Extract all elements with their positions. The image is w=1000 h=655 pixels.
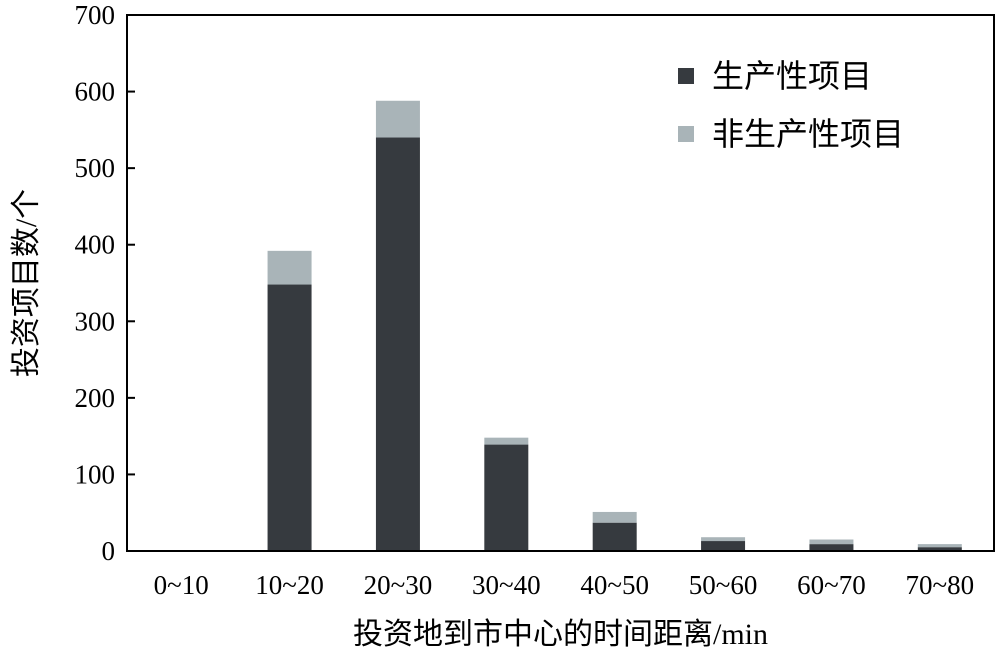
legend-swatch (678, 68, 694, 84)
bar-segment-series-1 (809, 544, 854, 551)
x-tick-label: 20~30 (364, 570, 433, 600)
bar-segment-series-1 (267, 284, 312, 551)
x-tick-label: 40~50 (580, 570, 649, 600)
bar-segment-series-1 (592, 522, 637, 551)
x-tick-label: 60~70 (797, 570, 866, 600)
bar-segment-series-2 (917, 544, 962, 548)
legend-label: 生产性项目 (712, 58, 872, 94)
y-tick-label: 500 (75, 153, 116, 183)
y-tick-label: 600 (75, 77, 116, 107)
plot-area-frame (126, 14, 995, 552)
y-tick-label: 300 (75, 306, 116, 336)
bar-segment-series-1 (701, 541, 746, 551)
x-tick-label: 70~80 (906, 570, 975, 600)
bar-segment-series-1 (484, 444, 529, 551)
x-tick-label: 30~40 (472, 570, 541, 600)
bar-segment-series-2 (809, 539, 854, 545)
legend-label: 非生产性项目 (712, 116, 904, 152)
x-tick-label: 0~10 (154, 570, 209, 600)
legend-swatch (678, 126, 694, 142)
bar-segment-series-2 (267, 250, 312, 285)
bar-segment-series-1 (917, 547, 962, 551)
bar-segment-series-1 (375, 137, 420, 551)
y-axis-title: 投资项目数/个 (10, 189, 43, 377)
bar-segment-series-2 (484, 437, 529, 445)
x-tick-label: 10~20 (255, 570, 324, 600)
y-tick-label: 0 (102, 536, 116, 566)
x-axis: 0~10 10~20 20~30 30~40 40~50 50~60 60~70 70~80 (154, 570, 974, 600)
y-tick-label: 100 (75, 459, 116, 489)
y-tick-label: 400 (75, 230, 116, 260)
x-tick-label: 50~60 (689, 570, 758, 600)
y-tick-label: 700 (75, 0, 116, 30)
bar-segment-series-2 (701, 537, 746, 542)
x-axis-title: 投资地到市中心的时间距离/min (353, 618, 768, 651)
y-axis: 0 100 200 300 400 500 600 700 (75, 0, 135, 566)
bar-segment-series-2 (592, 511, 637, 523)
bars-layer (267, 100, 962, 551)
bar-segment-series-2 (375, 100, 420, 138)
y-tick-label: 200 (75, 383, 116, 413)
